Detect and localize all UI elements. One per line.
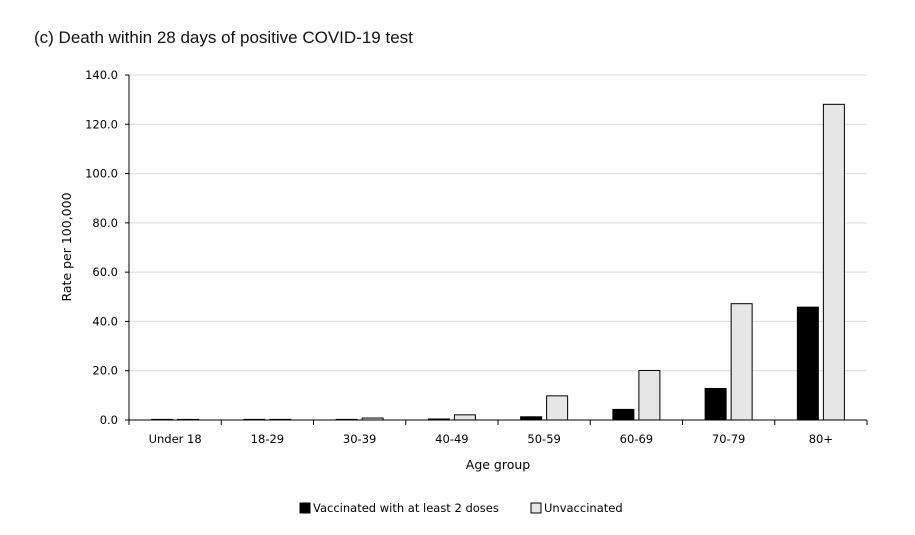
x-tick-label: 80+: [809, 432, 833, 446]
legend-swatch-unvaccinated: [530, 502, 542, 514]
legend-swatch-vaccinated: [299, 502, 311, 514]
x-tick-label: Under 18: [149, 432, 202, 446]
legend-label-unvaccinated: Unvaccinated: [544, 501, 623, 515]
y-tick-label: 80.0: [92, 216, 118, 230]
x-tick-label: 70-79: [712, 432, 745, 446]
y-tick-label: 140.0: [85, 68, 118, 82]
y-tick-label: 0.0: [100, 413, 118, 427]
x-tick-label: 18-29: [251, 432, 284, 446]
bar-unvaccinated: [546, 395, 569, 421]
legend-label-vaccinated: Vaccinated with at least 2 doses: [313, 501, 499, 515]
x-tick-label: 60-69: [620, 432, 653, 446]
bar-unvaccinated: [453, 414, 476, 421]
bar-unvaccinated: [638, 369, 661, 421]
y-tick-label: 40.0: [92, 314, 118, 328]
bar-unvaccinated: [730, 303, 753, 421]
bar-vaccinated: [612, 408, 635, 421]
x-tick-label: 40-49: [435, 432, 468, 446]
chart-title: (c) Death within 28 days of positive COV…: [34, 28, 413, 47]
y-tick-labels: 0.0 20.0 40.0 60.0 80.0 100.0 120.0 140.0: [85, 68, 118, 427]
bars: [151, 103, 845, 421]
gridlines: [129, 74, 867, 372]
y-tick-label: 60.0: [92, 265, 118, 279]
x-tick-label: 30-39: [343, 432, 376, 446]
bar-vaccinated: [704, 387, 727, 421]
bar-unvaccinated: [822, 103, 845, 421]
y-tick-label: 100.0: [85, 167, 118, 181]
x-axis-title: Age group: [466, 457, 531, 472]
y-tick-label: 120.0: [85, 117, 118, 131]
x-tick-label: 50-59: [527, 432, 560, 446]
y-axis-title: Rate per 100,000: [59, 192, 74, 301]
bar-vaccinated: [796, 306, 819, 421]
y-tick-label: 20.0: [92, 364, 118, 378]
x-tick-labels: Under 18 18-29 30-39 40-49 50-59 60-69 70-79 80…: [149, 432, 833, 446]
axes: [125, 74, 868, 425]
legend: Vaccinated with at least 2 doses Unvacci…: [299, 501, 623, 515]
